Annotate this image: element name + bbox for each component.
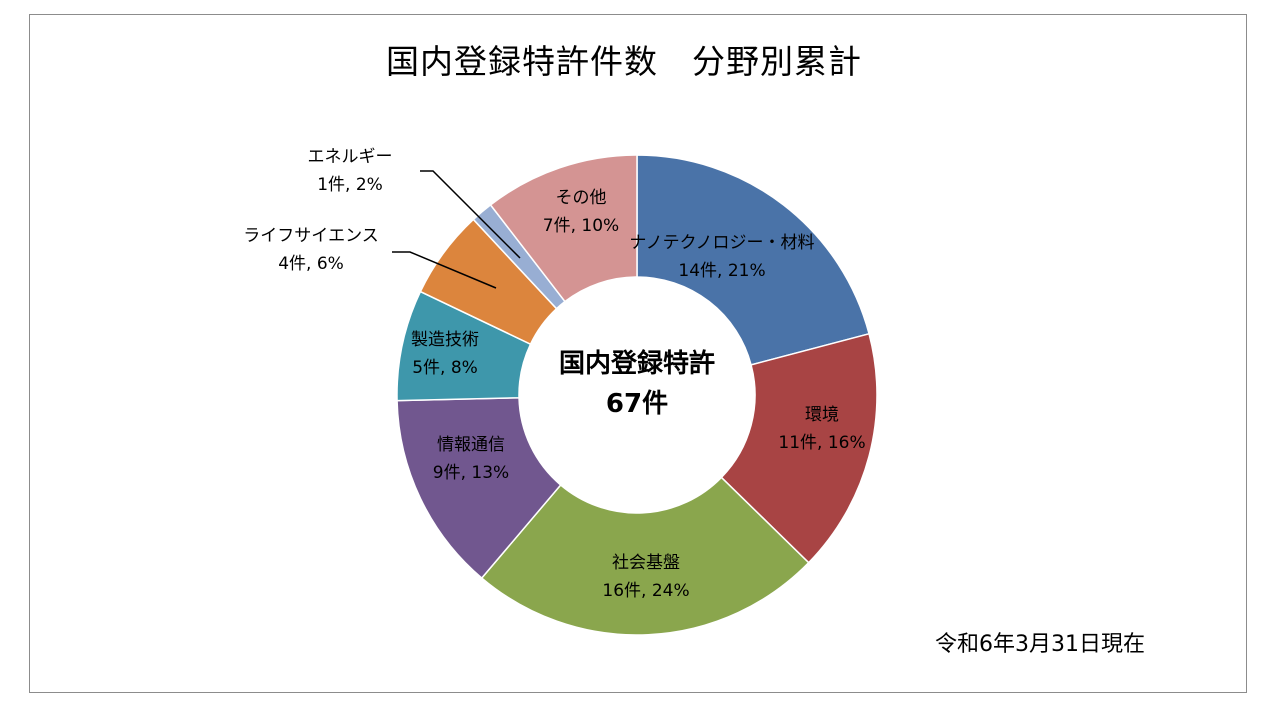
chart-title: 国内登録特許件数 分野別累計	[386, 42, 862, 81]
slice-value-label: 9件, 13%	[433, 463, 509, 483]
slice-name-label: ライフサイエンス	[243, 226, 379, 246]
slice-name-label: 情報通信	[437, 435, 505, 455]
as-of-date: 令和6年3月31日現在	[935, 632, 1145, 657]
slice-value-label: 16件, 24%	[602, 581, 689, 601]
slice-2	[720, 332, 878, 564]
center-label-line2: 67件	[606, 389, 668, 419]
leader-line	[420, 170, 521, 259]
slice-name-label: エネルギー	[308, 147, 393, 167]
slice-name-label: その他	[556, 188, 607, 208]
slice-value-label: 14件, 21%	[678, 261, 765, 281]
slice-value-label: 11件, 16%	[778, 433, 865, 453]
slice-1	[636, 154, 870, 366]
slice-name-label: 製造技術	[411, 330, 479, 350]
slice-value-label: 5件, 8%	[412, 358, 478, 378]
slice-name-label: 環境	[805, 405, 839, 425]
center-label-line1: 国内登録特許	[559, 348, 715, 379]
slice-name-label: ナノテクノロジー・材料	[629, 233, 814, 253]
slice-value-label: 7件, 10%	[543, 216, 619, 236]
leader-line	[392, 251, 497, 289]
slice-name-label: 社会基盤	[612, 553, 680, 573]
slice-3	[480, 476, 810, 636]
slice-8	[489, 154, 638, 303]
slice-value-label: 4件, 6%	[278, 254, 344, 274]
slice-value-label: 1件, 2%	[317, 175, 383, 195]
